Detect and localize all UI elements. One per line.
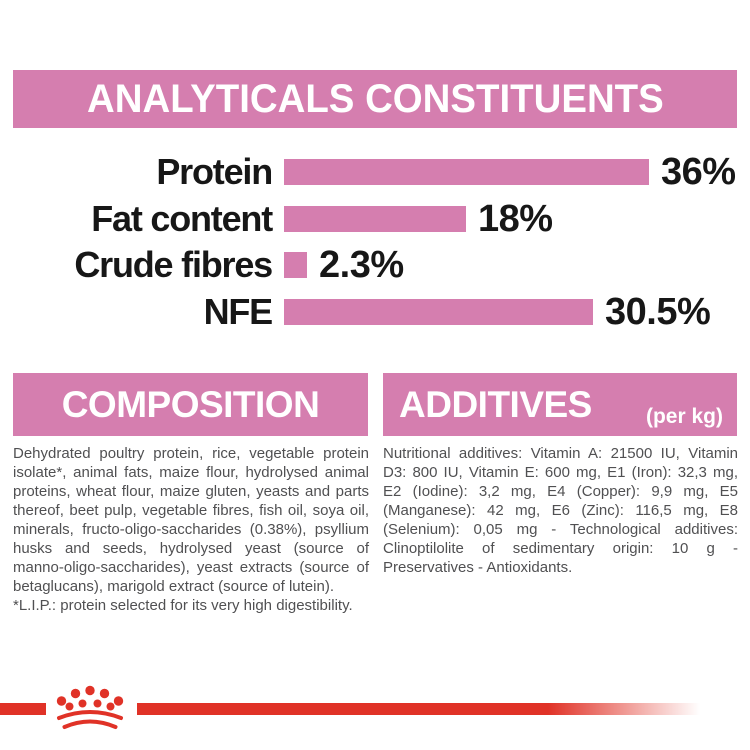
analyticals-banner: ANALYTICALS CONSTITUENTS xyxy=(13,70,737,128)
chart-category-label: NFE xyxy=(203,291,274,332)
royal-canin-crown-icon xyxy=(56,685,124,729)
chart-row: Protein 36% xyxy=(0,151,750,193)
brand-stripe-left xyxy=(0,703,46,715)
analyticals-title: ANALYTICALS CONSTITUENTS xyxy=(86,76,664,121)
additives-body: Nutritional additives: Vitamin A: 21500 … xyxy=(383,444,738,577)
chart-row: Fat content 18% xyxy=(0,198,750,240)
composition-lip-note: *L.I.P.: protein selected for its very h… xyxy=(13,597,353,614)
chart-value-label: 2.3% xyxy=(319,243,404,286)
composition-ingredients-text: Dehydrated poultry protein, rice, vegeta… xyxy=(13,445,369,595)
additives-text: Nutritional additives: Vitamin A: 21500 … xyxy=(383,445,738,576)
chart-bar xyxy=(284,299,593,325)
composition-banner: COMPOSITION xyxy=(13,373,368,436)
chart-category-label: Protein xyxy=(156,151,273,192)
chart-bar xyxy=(284,252,307,278)
chart-bar xyxy=(284,159,649,185)
chart-bar xyxy=(284,206,466,232)
constituents-chart: Protein 36% Fat content 18% Crude fibres 2.3%… xyxy=(0,151,750,333)
additives-title: ADDITIVES xyxy=(399,383,592,425)
chart-value-label: 30.5% xyxy=(605,290,711,333)
chart-value-label: 36% xyxy=(661,150,736,193)
chart-row: NFE 30.5% xyxy=(0,291,750,333)
composition-title: COMPOSITION xyxy=(61,383,320,425)
chart-row: Crude fibres 2.3% xyxy=(0,244,750,286)
brand-stripe-right xyxy=(137,703,700,715)
additives-banner: ADDITIVES (per kg) xyxy=(383,373,737,436)
composition-body: Dehydrated poultry protein, rice, vegeta… xyxy=(13,444,369,615)
chart-category-label: Crude fibres xyxy=(74,244,273,285)
additives-subtitle: (per kg) xyxy=(645,405,723,428)
chart-value-label: 18% xyxy=(478,197,553,240)
chart-category-label: Fat content xyxy=(91,198,273,239)
